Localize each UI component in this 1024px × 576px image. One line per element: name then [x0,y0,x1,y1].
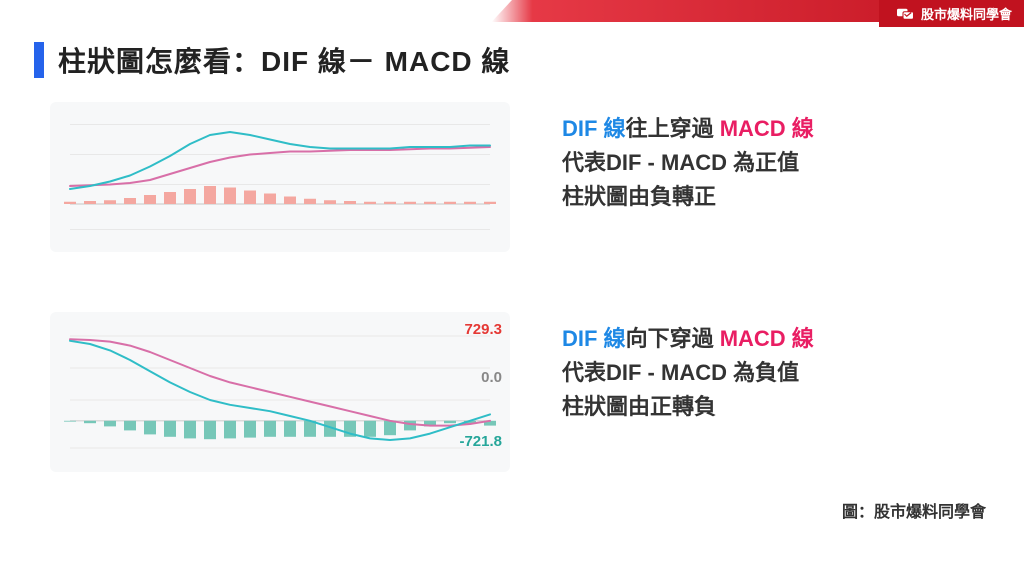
brand-label: 股市爆料同學會 [921,4,1012,23]
desc-text: 向下穿過 [626,326,720,351]
axis-label: 0.0 [481,369,502,386]
macd-chart-positive [50,102,510,252]
macd-label: MACD 線 [720,116,814,141]
desc-line-1: DIF 線往上穿過 MACD 線 [562,112,992,146]
desc-line-3: 柱狀圖由負轉正 [562,180,992,214]
chat-icon [897,7,915,21]
desc-line-2: 代表DIF - MACD 為正值 [562,146,992,180]
description-negative: DIF 線向下穿過 MACD 線 代表DIF - MACD 為負值 柱狀圖由正轉… [562,322,992,424]
top-accent-stripe [0,0,1024,22]
title-block: 柱狀圖怎麼看：DIF 線－ MACD 線 [34,40,510,80]
axis-label: -721.8 [459,433,502,450]
chart-panel-negative: 729.3 0.0 -721.8 [50,312,510,472]
brand-badge: 股市爆料同學會 [879,0,1024,27]
desc-line-3: 柱狀圖由正轉負 [562,390,992,424]
page-title: 柱狀圖怎麼看：DIF 線－ MACD 線 [58,40,510,80]
macd-label: MACD 線 [720,326,814,351]
desc-line-1: DIF 線向下穿過 MACD 線 [562,322,992,356]
desc-text: 往上穿過 [626,116,720,141]
macd-chart-negative [50,312,510,472]
axis-label: 729.3 [464,321,502,338]
title-accent-bar [34,42,44,78]
attribution-text: 圖：股市爆料同學會 [842,498,986,522]
desc-line-2: 代表DIF - MACD 為負值 [562,356,992,390]
chart-panel-positive [50,102,510,252]
dif-label: DIF 線 [562,326,626,351]
dif-label: DIF 線 [562,116,626,141]
description-positive: DIF 線往上穿過 MACD 線 代表DIF - MACD 為正值 柱狀圖由負轉… [562,112,992,214]
